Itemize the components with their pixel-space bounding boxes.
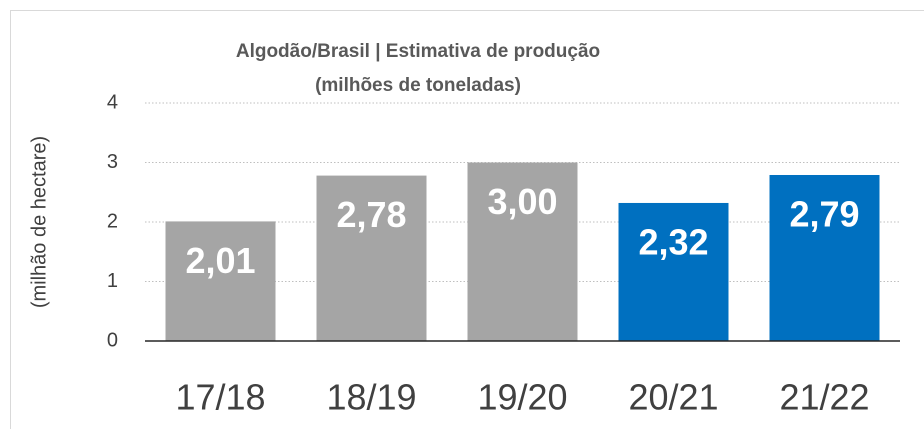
value-label: 2,32	[638, 221, 708, 262]
value-label: 2,79	[789, 194, 859, 235]
bar	[165, 221, 276, 341]
value-label: 2,01	[185, 240, 255, 281]
value-label: 3,00	[487, 181, 557, 222]
y-tick-label: 4	[107, 91, 118, 113]
bar	[618, 202, 729, 341]
chart-subtitle: (milhões de toneladas)	[315, 75, 521, 96]
chart-border	[10, 10, 924, 429]
bar	[467, 162, 578, 341]
x-tick-label: 19/20	[477, 377, 567, 418]
y-tick-label: 1	[107, 270, 118, 292]
bar	[316, 175, 427, 341]
x-tick-label: 17/18	[175, 377, 265, 418]
x-tick-label: 21/22	[779, 377, 869, 418]
chart-title: Algodão/Brasil | Estimativa de produção	[236, 41, 600, 62]
y-tick-label: 2	[107, 210, 118, 232]
y-tick-label: 3	[107, 151, 118, 173]
x-tick-label: 18/19	[326, 377, 416, 418]
y-axis-label: (milhão de hectare)	[28, 136, 50, 308]
x-tick-label: 20/21	[628, 377, 718, 418]
bar	[769, 174, 880, 341]
value-label: 2,78	[336, 194, 406, 235]
y-tick-label: 0	[107, 329, 118, 351]
